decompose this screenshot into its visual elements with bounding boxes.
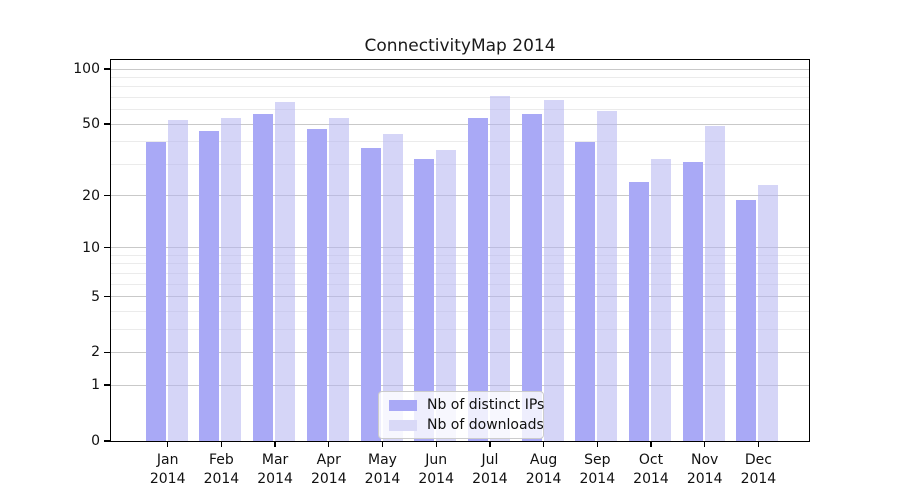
legend: Nb of distinct IPs Nb of downloads <box>378 391 544 439</box>
bar-downloads-7 <box>489 96 510 441</box>
x-tick-mark-4 <box>328 442 330 447</box>
y-tick-mark-0 <box>104 440 110 442</box>
gridline-y-40 <box>111 141 809 143</box>
bar-distinct-ips-5 <box>360 147 381 441</box>
x-tick-mark-7 <box>489 442 491 447</box>
bar-distinct-ips-8 <box>521 113 542 441</box>
bar-distinct-ips-4 <box>306 129 327 441</box>
gridline-y-8 <box>111 263 809 265</box>
gridline-y-80 <box>111 86 809 88</box>
bar-distinct-ips-11 <box>682 161 703 441</box>
bar-distinct-ips-6 <box>414 159 435 441</box>
x-tick-label-1: Jan 2014 <box>149 452 186 487</box>
y-tick-label-10: 10 <box>82 239 100 256</box>
y-tick-mark-5 <box>104 295 110 298</box>
y-tick-label-2: 2 <box>91 344 100 361</box>
gridline-y-9 <box>111 254 809 256</box>
x-tick-mark-2 <box>220 442 223 447</box>
gridline-y-2 <box>111 351 809 353</box>
legend-swatch-downloads-icon <box>389 419 417 431</box>
x-tick-label-5: May 2014 <box>364 452 401 487</box>
legend-item-distinct-ips: Nb of distinct IPs <box>389 397 544 413</box>
x-tick-mark-12 <box>757 442 760 447</box>
bar-downloads-6 <box>436 149 457 441</box>
x-tick-label-10: Oct 2014 <box>633 452 669 487</box>
gridline-y-1 <box>111 384 809 386</box>
gridline-y-50 <box>111 123 809 125</box>
x-tick-mark-9 <box>596 442 598 447</box>
gridline-y-10 <box>111 247 809 249</box>
x-tick-mark-11 <box>704 442 706 447</box>
bar-downloads-9 <box>597 111 618 441</box>
x-tick-mark-6 <box>435 442 437 447</box>
x-tick-label-7: Jul 2014 <box>472 452 508 487</box>
gridline-y-20 <box>111 195 809 197</box>
bar-downloads-10 <box>651 159 671 441</box>
gridline-y-4 <box>111 310 809 312</box>
bar-distinct-ips-12 <box>736 199 757 441</box>
gridline-y-100 <box>111 68 809 70</box>
gridline-y-5 <box>111 296 809 298</box>
x-tick-mark-10 <box>650 442 652 447</box>
gridline-y-7 <box>111 272 809 274</box>
legend-item-downloads: Nb of downloads <box>389 417 544 433</box>
y-tick-label-0: 0 <box>91 433 100 449</box>
bar-downloads-4 <box>328 118 349 441</box>
gridline-y-3 <box>111 328 809 330</box>
bar-downloads-2 <box>221 118 242 441</box>
x-tick-label-4: Apr 2014 <box>310 452 347 487</box>
x-tick-label-8: Aug 2014 <box>525 452 562 487</box>
y-tick-label-20: 20 <box>82 187 100 204</box>
bar-downloads-3 <box>275 102 296 441</box>
bar-distinct-ips-3 <box>253 113 274 441</box>
x-tick-mark-8 <box>542 442 545 447</box>
y-tick-mark-50 <box>104 123 110 125</box>
x-tick-label-2: Feb 2014 <box>203 452 240 487</box>
bar-distinct-ips-7 <box>467 118 488 441</box>
plot-area <box>110 59 810 442</box>
y-tick-mark-10 <box>104 247 110 249</box>
bar-downloads-12 <box>758 184 779 441</box>
x-tick-label-3: Mar 2014 <box>257 452 293 487</box>
x-tick-label-12: Dec 2014 <box>740 452 777 487</box>
x-tick-mark-3 <box>274 442 276 447</box>
legend-swatch-distinct-ips-icon <box>389 399 417 411</box>
gridline-y-60 <box>111 109 809 111</box>
bar-downloads-8 <box>543 99 564 441</box>
gridline-y-90 <box>111 76 809 78</box>
bar-distinct-ips-10 <box>629 181 649 441</box>
y-tick-label-50: 50 <box>82 116 100 133</box>
y-tick-label-1: 1 <box>91 377 100 394</box>
bar-distinct-ips-9 <box>575 141 596 441</box>
x-tick-mark-5 <box>381 442 384 447</box>
legend-label-distinct-ips: Nb of distinct IPs <box>427 397 545 413</box>
y-tick-mark-2 <box>104 351 110 354</box>
x-tick-label-6: Jun 2014 <box>418 452 454 487</box>
chart-title: ConnectivityMap 2014 <box>364 36 556 56</box>
gridline-y-70 <box>111 96 809 98</box>
y-tick-label-100: 100 <box>73 61 100 78</box>
legend-label-downloads: Nb of downloads <box>427 417 544 433</box>
y-tick-mark-20 <box>104 194 110 197</box>
x-tick-label-11: Nov 2014 <box>686 452 723 487</box>
bar-downloads-11 <box>704 125 725 441</box>
x-tick-mark-1 <box>167 442 169 447</box>
bar-distinct-ips-2 <box>199 130 220 441</box>
gridline-y-6 <box>111 283 809 285</box>
gridline-y-30 <box>111 163 809 165</box>
bar-distinct-ips-1 <box>145 141 166 441</box>
bar-downloads-5 <box>382 134 403 441</box>
y-tick-mark-1 <box>104 384 110 386</box>
bar-downloads-1 <box>167 119 188 441</box>
y-tick-label-5: 5 <box>91 288 100 305</box>
x-tick-label-9: Sep 2014 <box>579 452 616 487</box>
y-tick-mark-100 <box>104 68 110 70</box>
